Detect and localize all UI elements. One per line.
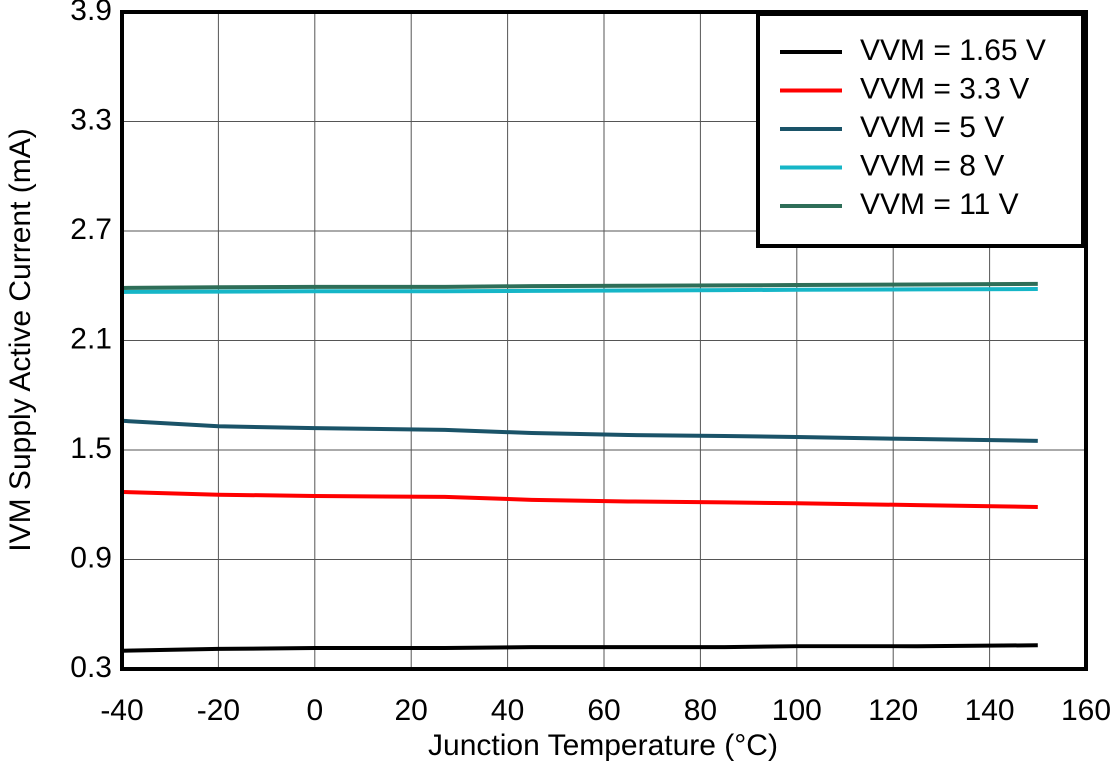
legend-label: VVM = 5 V	[860, 111, 1004, 144]
legend-label: VVM = 1.65 V	[860, 34, 1046, 67]
series-line	[121, 643, 1038, 653]
y-tick-label: 0.9	[70, 541, 112, 574]
x-tick-label: 160	[1061, 694, 1111, 727]
x-tick-label: -40	[100, 694, 143, 727]
y-tick-label: 3.3	[70, 103, 112, 136]
series-line	[121, 489, 1038, 509]
plot-frame	[120, 10, 1088, 671]
y-axis-label: IVM Supply Active Current (mA)	[4, 128, 37, 551]
x-tick-label: 40	[491, 694, 524, 727]
y-tick-label: 2.7	[70, 213, 112, 246]
legend-label: VVM = 8 V	[860, 149, 1004, 182]
x-tick-label: 120	[868, 694, 918, 727]
y-tick-label: 3.9	[70, 0, 112, 27]
x-axis-label: Junction Temperature (°C)	[428, 729, 778, 762]
x-tick-label: 60	[587, 694, 620, 727]
x-tick-label: 0	[306, 694, 323, 727]
x-tick-label: 20	[395, 694, 428, 727]
x-tick-label: 140	[965, 694, 1015, 727]
x-tick-label: -20	[197, 694, 240, 727]
series-line	[121, 287, 1038, 294]
legend-label: VVM = 11 V	[860, 188, 1019, 221]
legend-label: VVM = 3.3 V	[860, 72, 1029, 105]
y-tick-label: 1.5	[70, 432, 112, 465]
series-line	[121, 418, 1038, 443]
y-tick-label: 0.3	[70, 651, 112, 684]
y-tick-label: 2.1	[70, 322, 112, 355]
x-tick-label: 80	[684, 694, 717, 727]
series-line	[121, 281, 1038, 290]
x-tick-label: 100	[772, 694, 822, 727]
